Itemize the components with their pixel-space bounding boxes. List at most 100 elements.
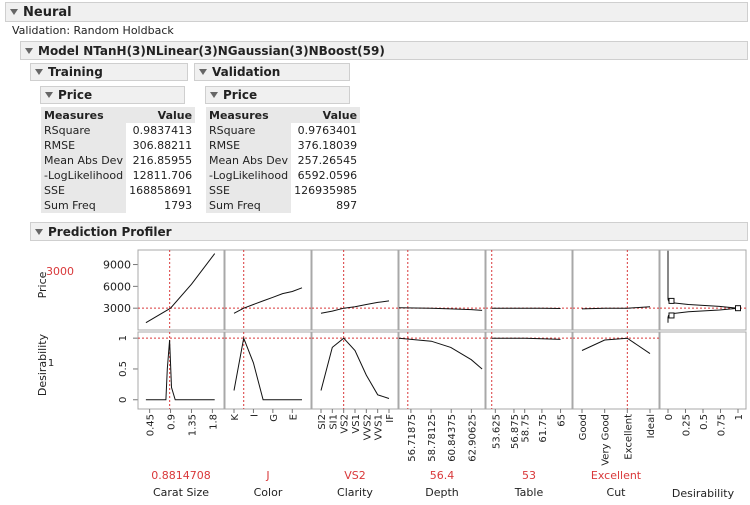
measure-name: Mean Abs Dev xyxy=(206,153,292,168)
table-row: RSquare 0.9837413 xyxy=(41,123,195,138)
price-tick-label: 6000 xyxy=(103,280,131,293)
measure-name: -LogLikelihood xyxy=(41,168,127,183)
desirability-tick-label: 1 xyxy=(118,335,129,341)
x-tick-label: 0.9 xyxy=(167,414,178,430)
desirability-tick-label: 0 xyxy=(118,397,129,403)
x-tick-label: Very Good xyxy=(601,414,612,466)
training-outline-header[interactable]: Training xyxy=(30,63,188,81)
x-tick-label: K xyxy=(230,414,241,421)
price-curve xyxy=(233,287,303,314)
profiler-cell-price xyxy=(137,249,225,331)
x-tick-label: 65 xyxy=(557,414,568,427)
prediction-profiler-header[interactable]: Prediction Profiler xyxy=(30,222,748,241)
price-curve xyxy=(398,307,483,311)
measure-value: 257.26545 xyxy=(297,154,358,167)
x-tick-label: SI2 xyxy=(317,414,328,430)
measure-value: 306.88211 xyxy=(132,139,193,152)
measure-value: 897 xyxy=(336,199,358,212)
validation-outline-header[interactable]: Validation xyxy=(194,63,350,81)
table-row: -LogLikelihood 12811.706 xyxy=(41,168,195,183)
disclosure-triangle-icon[interactable] xyxy=(35,69,43,75)
training-measures-table: Measures Value RSquare 0.9837413 RMSE 306.… xyxy=(41,107,196,213)
profiler-cell-price xyxy=(311,249,399,331)
factor-current-value: 0.8814708 xyxy=(151,469,211,482)
col-header-measures: Measures xyxy=(41,107,127,123)
factor-name-label: Table xyxy=(514,486,544,499)
price-curve xyxy=(145,253,216,324)
profiler-cell-desirability xyxy=(485,331,573,410)
x-tick-label: VVS2 xyxy=(362,414,373,440)
training-title: Training xyxy=(48,65,103,79)
x-tick-label: Ideal xyxy=(646,414,657,438)
disclosure-triangle-icon[interactable] xyxy=(45,92,53,98)
table-row: Sum Freq 1793 xyxy=(41,198,195,213)
factor-current-value: VS2 xyxy=(344,469,366,482)
table-row: RMSE 376.18039 xyxy=(206,138,360,153)
table-row: Mean Abs Dev 257.26545 xyxy=(206,153,360,168)
disclosure-triangle-icon[interactable] xyxy=(210,92,218,98)
x-tick-label: VS2 xyxy=(340,414,351,434)
profiler-cell-desirability xyxy=(311,331,399,410)
profiler-cell-desirability xyxy=(572,331,660,410)
profiler-cell-price xyxy=(398,249,486,331)
profiler-title: Prediction Profiler xyxy=(48,224,172,239)
x-tick-label: 56.71875 xyxy=(407,414,418,462)
disclosure-triangle-icon[interactable] xyxy=(35,228,43,235)
table-row: SSE 168858691 xyxy=(41,183,195,198)
x-tick-label: 62.90625 xyxy=(467,414,478,462)
col-header-measures: Measures xyxy=(206,107,292,123)
measure-value: 126935985 xyxy=(294,184,358,197)
x-tick-label: 61.75 xyxy=(538,414,549,443)
desirability-x-tick-label: 0.5 xyxy=(699,414,710,430)
table-row: Mean Abs Dev 216.85955 xyxy=(41,153,195,168)
desirability-current-value: 1 xyxy=(48,358,54,369)
measure-value: 216.85955 xyxy=(132,154,193,167)
factor-current-value: Excellent xyxy=(591,469,642,482)
neural-outline-header[interactable]: Neural xyxy=(5,2,748,22)
x-tick-label: G xyxy=(269,414,280,422)
profiler-cell-desirability xyxy=(224,331,312,410)
measure-value: 0.9763401 xyxy=(297,124,358,137)
x-tick-label: E xyxy=(288,414,299,420)
validation-measures-table: Measures Value RSquare 0.9763401 RMSE 376.… xyxy=(206,107,361,213)
profiler-cell-price xyxy=(224,249,312,331)
desirability-curve xyxy=(491,337,561,340)
col-header-value: Value xyxy=(291,107,361,123)
x-tick-label: VVS1 xyxy=(374,414,385,440)
measure-name: Mean Abs Dev xyxy=(41,153,127,168)
factor-current-value: 56.4 xyxy=(430,469,455,482)
model-outline-header[interactable]: Model NTanH(3)NLinear(3)NGaussian(3)NBoo… xyxy=(20,41,748,60)
table-row: RSquare 0.9763401 xyxy=(206,123,360,138)
desirability-x-tick-label: 0.25 xyxy=(682,414,693,436)
measure-value: 0.9837413 xyxy=(132,124,193,137)
validation-method-text: Validation: Random Holdback xyxy=(12,24,174,37)
x-tick-label: 58.75 xyxy=(521,414,532,443)
disclosure-triangle-icon[interactable] xyxy=(10,9,18,15)
desirability-x-label: Desirability xyxy=(672,487,735,500)
x-tick-label: 53.625 xyxy=(491,414,502,449)
measure-name: RSquare xyxy=(206,123,292,138)
x-tick-label: Excellent xyxy=(623,414,634,460)
factor-name-label: Cut xyxy=(607,486,627,499)
desirability-tick-label: 0.5 xyxy=(118,361,129,377)
measure-value: 1793 xyxy=(164,199,193,212)
table-row: RMSE 306.88211 xyxy=(41,138,195,153)
measure-name: -LogLikelihood xyxy=(206,168,292,183)
report-title: Neural xyxy=(23,4,72,20)
disclosure-triangle-icon[interactable] xyxy=(199,69,207,75)
desirability-curve xyxy=(233,336,302,401)
profiler-cell-desirability xyxy=(398,331,486,410)
measure-name: RMSE xyxy=(41,138,127,153)
profiler-cell-price xyxy=(572,249,660,331)
disclosure-triangle-icon[interactable] xyxy=(25,47,33,54)
measure-name: SSE xyxy=(206,183,292,198)
table-row: Sum Freq 897 xyxy=(206,198,360,213)
desirability-curve xyxy=(581,337,651,355)
factor-name-label: Depth xyxy=(425,486,459,499)
desirability-handle xyxy=(668,297,675,304)
desirability-handle xyxy=(668,312,675,319)
validation-price-header[interactable]: Price xyxy=(205,86,350,104)
desirability-curve xyxy=(145,339,215,401)
training-price-header[interactable]: Price xyxy=(40,86,185,104)
